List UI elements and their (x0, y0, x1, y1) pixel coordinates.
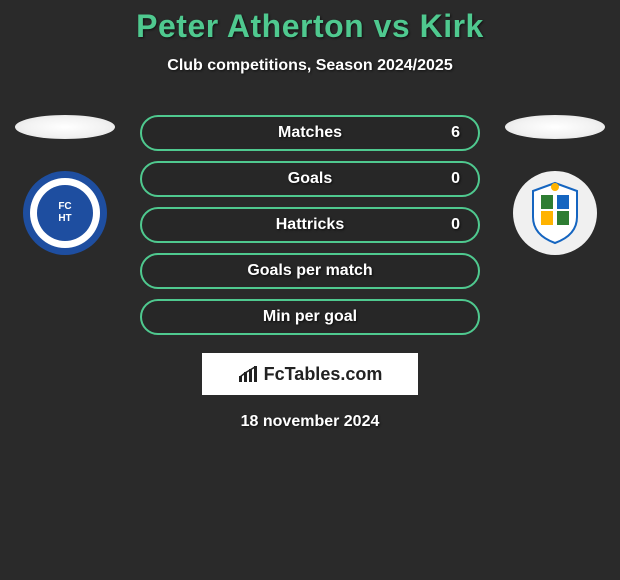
stat-value: 0 (451, 170, 460, 188)
stat-row-matches: Matches 6 (140, 115, 480, 151)
svg-text:FC: FC (58, 201, 71, 212)
stat-row-hattricks: Hattricks 0 (140, 207, 480, 243)
halifax-town-badge-icon: FC HT (21, 169, 109, 257)
right-player-column (500, 115, 610, 257)
bar-chart-icon (238, 365, 260, 383)
stat-label: Hattricks (276, 216, 344, 234)
stat-label: Min per goal (263, 308, 357, 326)
stat-row-goals-per-match: Goals per match (140, 253, 480, 289)
right-club-logo (511, 169, 599, 257)
brand-text: FcTables.com (264, 364, 383, 385)
left-avatar-placeholder (15, 115, 115, 139)
stat-label: Goals per match (247, 262, 372, 280)
stat-value: 0 (451, 216, 460, 234)
stat-value: 6 (451, 124, 460, 142)
right-avatar-placeholder (505, 115, 605, 139)
stat-row-goals: Goals 0 (140, 161, 480, 197)
brand-box[interactable]: FcTables.com (202, 353, 418, 395)
svg-text:HT: HT (58, 213, 71, 224)
stats-column: Matches 6 Goals 0 Hattricks 0 Goals per … (140, 115, 480, 335)
date-text: 18 november 2024 (0, 413, 620, 431)
sutton-united-badge-icon (511, 169, 599, 257)
left-player-column: FC HT (10, 115, 120, 257)
stat-label: Goals (288, 170, 332, 188)
stat-row-min-per-goal: Min per goal (140, 299, 480, 335)
page-title: Peter Atherton vs Kirk (0, 8, 620, 45)
subtitle: Club competitions, Season 2024/2025 (0, 57, 620, 75)
comparison-row: FC HT Matches 6 Goals 0 Hattricks 0 Goal… (0, 115, 620, 335)
left-club-logo: FC HT (21, 169, 109, 257)
stat-label: Matches (278, 124, 342, 142)
